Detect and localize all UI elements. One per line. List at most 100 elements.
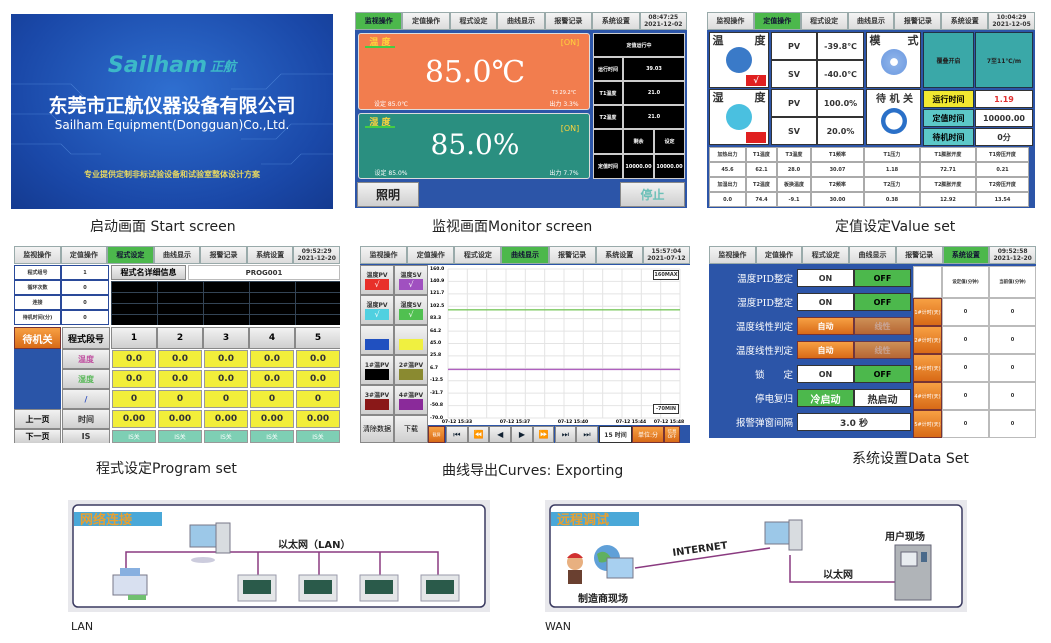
tab-2[interactable]: 程式设定: [454, 246, 502, 264]
segment-cell[interactable]: 0.0: [250, 350, 294, 368]
option-b-button[interactable]: 线性: [854, 341, 911, 359]
segment-cell[interactable]: 0: [250, 390, 294, 408]
legend-toggle[interactable]: 湿度SV √: [394, 295, 428, 325]
legend-toggle[interactable]: [360, 325, 394, 355]
tab-5[interactable]: 系统设置: [246, 246, 294, 264]
segment-cell[interactable]: 0.0: [250, 370, 294, 388]
end-button[interactable]: ⏭: [576, 426, 598, 443]
legend-toggle[interactable]: [394, 325, 428, 355]
timer-set-value[interactable]: 0: [942, 298, 989, 326]
segment-cell[interactable]: 0: [296, 390, 340, 408]
tab-2[interactable]: 程式设定: [449, 12, 498, 30]
stop-button[interactable]: 停止: [620, 182, 685, 207]
segment-cell[interactable]: 0.0: [204, 370, 248, 388]
tab-4[interactable]: 报警记录: [548, 246, 596, 264]
segment-cell[interactable]: 0.0: [112, 350, 156, 368]
clear-data-button[interactable]: 清除数据: [360, 415, 394, 443]
segment-cell[interactable]: IS关: [158, 430, 202, 443]
segment-cell[interactable]: 0.00: [250, 410, 294, 428]
legend-toggle[interactable]: 1#温PV: [360, 355, 394, 385]
program-name-value[interactable]: PROG001: [188, 265, 340, 280]
tab-2[interactable]: 程式设定: [800, 12, 848, 30]
sv-value[interactable]: 20.0%: [817, 117, 864, 145]
tab-4[interactable]: 报警记录: [544, 12, 593, 30]
segment-cell[interactable]: 0.00: [296, 410, 340, 428]
info-value[interactable]: 0: [61, 280, 109, 295]
segment-cell[interactable]: 0.0: [204, 350, 248, 368]
tab-1[interactable]: 定值操作: [402, 12, 450, 30]
info-value[interactable]: 0: [61, 310, 109, 325]
option-a-button[interactable]: ON: [797, 293, 854, 311]
tab-0[interactable]: 监视操作: [14, 246, 61, 264]
segment-cell[interactable]: 0.0: [296, 350, 340, 368]
tab-4[interactable]: 报警记录: [200, 246, 247, 264]
option-b-button[interactable]: OFF: [854, 365, 911, 383]
option-b-button[interactable]: 线性: [854, 317, 911, 335]
tab-2[interactable]: 程式设定: [107, 246, 154, 264]
tab-5[interactable]: 系统设置: [942, 246, 990, 264]
tab-0[interactable]: 监视操作: [355, 12, 403, 30]
pv-value[interactable]: -39.8℃: [817, 32, 864, 60]
tab-5[interactable]: 系统设置: [595, 246, 643, 264]
tab-4[interactable]: 报警记录: [895, 246, 943, 264]
fast-forward-button[interactable]: ⏩: [532, 426, 555, 443]
segment-cell[interactable]: IS关: [296, 430, 340, 443]
segment-cell[interactable]: 0.0: [296, 370, 340, 388]
option-a-button[interactable]: 自动: [797, 317, 854, 335]
tab-3[interactable]: 曲线显示: [847, 12, 895, 30]
tab-3[interactable]: 曲线显示: [501, 246, 549, 264]
tab-1[interactable]: 定值操作: [753, 12, 801, 30]
tab-1[interactable]: 定值操作: [407, 246, 455, 264]
segment-cell[interactable]: 0: [112, 390, 156, 408]
option-a-button[interactable]: 冷启动: [797, 389, 854, 407]
cascade-mode-button[interactable]: 覆叠开启: [923, 32, 974, 88]
tab-3[interactable]: 曲线显示: [153, 246, 201, 264]
tab-3[interactable]: 曲线显示: [497, 12, 545, 30]
segment-cell[interactable]: 0: [158, 390, 202, 408]
legend-toggle[interactable]: 3#温PV: [360, 385, 394, 415]
option-a-button[interactable]: ON: [797, 365, 854, 383]
segment-cell[interactable]: 0.0: [158, 350, 202, 368]
tab-5[interactable]: 系统设置: [592, 12, 640, 30]
legend-toggle[interactable]: 温度SV √: [394, 265, 428, 295]
sv-value[interactable]: -40.0℃: [817, 60, 864, 88]
timer-set-value[interactable]: 0: [942, 354, 989, 382]
segment-cell[interactable]: 0.00: [158, 410, 202, 428]
option-a-button[interactable]: 自动: [797, 341, 854, 359]
tab-5[interactable]: 系统设置: [941, 12, 989, 30]
timer-set-value[interactable]: 0: [942, 410, 989, 438]
legend-toggle[interactable]: 2#温PV: [394, 355, 428, 385]
segment-cell[interactable]: IS关: [204, 430, 248, 443]
segment-cell[interactable]: IS关: [250, 430, 294, 443]
legend-toggle[interactable]: 湿度PV √: [360, 295, 394, 325]
timer-set-value[interactable]: 0: [942, 382, 989, 410]
legend-toggle[interactable]: 4#温PV: [394, 385, 428, 415]
last-page-button[interactable]: ⏭: [554, 426, 577, 443]
light-button[interactable]: 照明: [357, 182, 419, 207]
segment-cell[interactable]: 0.0: [158, 370, 202, 388]
tab-4[interactable]: 报警记录: [894, 12, 942, 30]
fast-back-button[interactable]: ⏪: [467, 426, 490, 443]
first-page-button[interactable]: ⏮: [446, 426, 468, 443]
segment-cell[interactable]: IS关: [112, 430, 156, 443]
unit-button[interactable]: 单位:分: [632, 426, 664, 443]
option-b-button[interactable]: OFF: [854, 293, 911, 311]
tab-0[interactable]: 监视操作: [709, 246, 756, 264]
tab-3[interactable]: 曲线显示: [849, 246, 896, 264]
segment-cell[interactable]: 0.00: [204, 410, 248, 428]
segment-cell[interactable]: 0.0: [112, 370, 156, 388]
alarm-interval-input[interactable]: 3.0 秒: [797, 413, 911, 431]
info-value[interactable]: 1: [61, 265, 109, 280]
pv-value[interactable]: 100.0%: [817, 89, 864, 117]
tab-0[interactable]: 监视操作: [360, 246, 408, 264]
legend-toggle[interactable]: 温度PV √: [360, 265, 394, 295]
option-a-button[interactable]: ON: [797, 269, 854, 287]
option-b-button[interactable]: OFF: [854, 269, 911, 287]
tab-0[interactable]: 监视操作: [707, 12, 754, 30]
back-button[interactable]: ◀: [489, 426, 512, 443]
interval-input[interactable]: 15 时间: [599, 426, 632, 443]
cooling-rate-button[interactable]: 7至11℃/m: [975, 32, 1033, 88]
info-value[interactable]: 0: [61, 295, 109, 310]
forward-button[interactable]: ▶: [511, 426, 533, 443]
timer-set-value[interactable]: 0: [942, 326, 989, 354]
